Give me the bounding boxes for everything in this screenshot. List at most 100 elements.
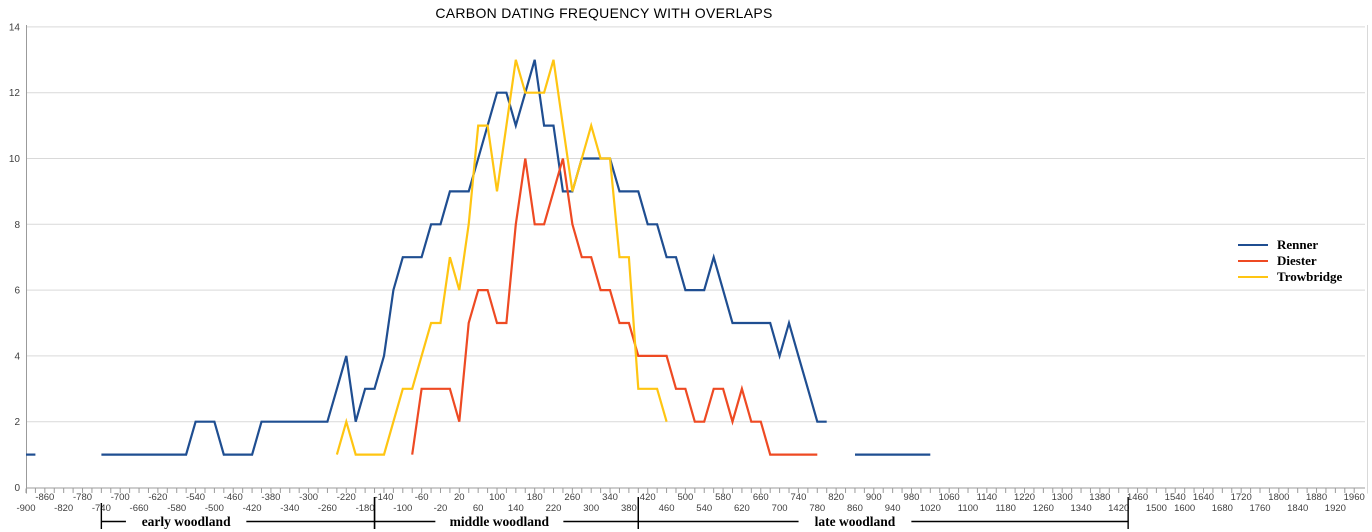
x-tick-label: 700 [772,503,788,514]
y-tick-label: 0 [14,483,20,494]
x-tick-label: 1760 [1249,503,1270,514]
x-tick-label: -660 [130,503,149,514]
x-tick-label: 740 [791,492,807,503]
x-axis-labels: -860 -780 -700 -620 -540 -460 -380 -300 -220 -140… [16,492,1364,514]
y-tick-label: 12 [9,88,21,99]
period-label-late: late woodland [815,514,896,529]
period-brackets: early woodland middle woodland late woodla… [100,497,1129,530]
x-tick-label: 780 [809,503,825,514]
x-tick-label: 1600 [1174,503,1195,514]
renner-line-swatch [1238,244,1268,246]
legend-label-renner: Renner [1277,237,1319,252]
x-tick-label: -260 [318,503,337,514]
x-tick-label: 660 [753,492,769,503]
x-ticks [25,488,1355,493]
period-label-middle: middle woodland [450,514,550,529]
legend-label-diester: Diester [1277,253,1317,268]
x-tick-label: 300 [583,503,599,514]
x-tick-label: -500 [205,503,224,514]
y-tick-label: 14 [9,22,21,33]
x-tick-label: -340 [280,503,299,514]
series-line-renner [101,59,827,456]
x-tick-label: 1100 [958,503,978,514]
x-tick-label: 1260 [1033,503,1054,514]
x-tick-label: 1720 [1231,492,1252,503]
x-tick-label: 1180 [995,503,1015,514]
x-tick-label: 1340 [1070,503,1091,514]
y-tick-label: 10 [9,154,21,165]
x-tick-label: 1680 [1212,503,1233,514]
y-tick-label: 4 [14,351,20,362]
x-tick-label: 620 [734,503,750,514]
series-diester [411,158,818,456]
x-tick-label: 420 [640,492,656,503]
x-tick-label: 1420 [1108,503,1129,514]
x-tick-label: 860 [847,503,863,514]
legend-item-renner: Renner [1238,237,1342,253]
x-tick-label: -60 [415,492,429,503]
x-tick-label: 1920 [1325,503,1346,514]
x-tick-label: 1300 [1052,492,1073,503]
y-axis-labels: 0 2 4 6 8 10 12 14 [9,22,21,494]
x-tick-label: 260 [564,492,580,503]
x-tick-label: 460 [659,503,675,514]
y-gridlines [26,26,1365,423]
x-tick-label: 1380 [1089,492,1110,503]
x-tick-label: -20 [434,503,448,514]
x-tick-label: 60 [473,503,484,514]
x-tick-label: -580 [167,503,186,514]
axes [26,25,1368,494]
x-tick-label: 340 [602,492,618,503]
x-tick-label: -420 [243,503,262,514]
x-tick-label: 980 [904,492,920,503]
x-tick-label: 1540 [1165,492,1186,503]
x-tick-label: -820 [54,503,73,514]
series-trowbridge [335,59,668,456]
x-tick-label: 1460 [1127,492,1148,503]
x-tick-label: 1500 [1146,503,1167,514]
x-tick-label: -860 [35,492,54,503]
period-label-early: early woodland [142,514,231,529]
legend: Renner Diester Trowbridge [1238,237,1342,285]
x-tick-label: 1800 [1268,492,1289,503]
y-tick-label: 8 [14,220,20,231]
x-tick-label: 1880 [1306,492,1327,503]
x-tick-label: 1020 [920,503,941,514]
diester-line-swatch [1238,260,1268,262]
x-tick-label: -380 [261,492,280,503]
x-tick-label: -220 [337,492,356,503]
x-tick-label: 220 [546,503,562,514]
series-line-diester [411,158,818,456]
x-tick-label: 140 [508,503,524,514]
x-tick-label: 820 [828,492,844,503]
x-tick-label: 1220 [1014,492,1035,503]
x-tick-label: -140 [374,492,393,503]
x-tick-label: 1840 [1287,503,1308,514]
series-line-trowbridge [335,59,668,456]
x-tick-label: 100 [489,492,505,503]
chart-title: CARBON DATING FREQUENCY WITH OVERLAPS [435,5,773,21]
x-tick-label: 580 [715,492,731,503]
x-tick-label: 540 [696,503,712,514]
x-tick-label: -620 [148,492,167,503]
x-tick-label: 1960 [1344,492,1365,503]
x-tick-label: 180 [527,492,543,503]
x-tick-label: -460 [224,492,243,503]
x-tick-label: 500 [677,492,693,503]
x-tick-label: -700 [111,492,130,503]
x-tick-label: -900 [16,503,35,514]
x-tick-label: 900 [866,492,882,503]
x-tick-label: -100 [393,503,412,514]
legend-item-trowbridge: Trowbridge [1238,269,1342,285]
x-tick-label: -540 [186,492,205,503]
x-tick-label: -300 [299,492,318,503]
legend-item-diester: Diester [1238,253,1342,269]
x-tick-label: -780 [73,492,92,503]
x-tick-label: 1140 [977,492,997,503]
x-tick-label: 1060 [939,492,960,503]
x-tick-label: 380 [621,503,637,514]
x-tick-label: -180 [356,503,375,514]
x-tick-label: 20 [454,492,465,503]
